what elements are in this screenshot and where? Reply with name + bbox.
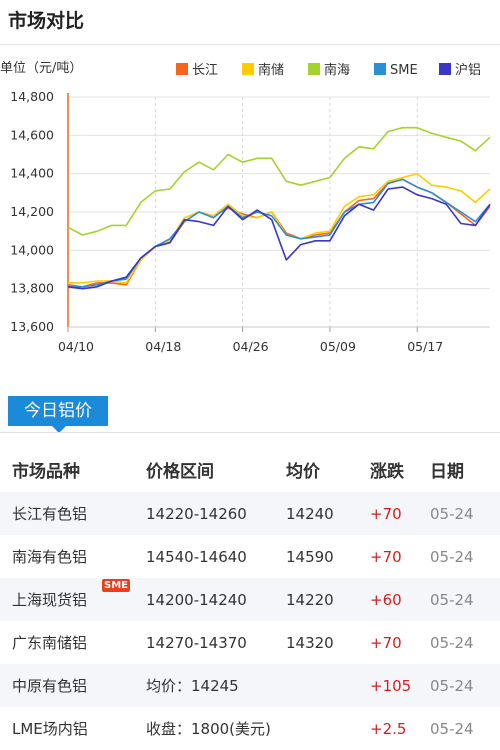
price-date: 05-24 xyxy=(430,719,474,738)
legend-swatch xyxy=(176,63,188,75)
series-line xyxy=(67,186,491,290)
table-row[interactable]: 上海现货铝 SME 14200-14240 14220 +60 05-24 xyxy=(0,578,500,621)
price-table: 市场品种 价格区间 均价 涨跌 日期 长江有色铝 14220-14260 142… xyxy=(0,446,500,750)
y-tick-label: 14,000 xyxy=(10,242,54,257)
y-tick-label: 14,600 xyxy=(10,127,54,142)
col-date: 日期 xyxy=(430,461,464,482)
page-title: 市场对比 xyxy=(8,10,85,32)
today-price-tabbar: 今日铝价 xyxy=(0,384,500,442)
y-tick-label: 13,800 xyxy=(10,281,54,296)
price-change: +70 xyxy=(370,547,402,566)
price-range: 14540-14640 xyxy=(146,547,247,566)
legend-swatch xyxy=(308,63,320,75)
series-line xyxy=(67,126,491,236)
series-line xyxy=(68,172,491,284)
market-name-wrap: 上海现货铝 SME xyxy=(12,579,130,610)
price-date: 05-24 xyxy=(430,547,474,566)
price-change: +105 xyxy=(370,664,430,707)
legend-label: SME xyxy=(390,63,418,78)
table-row[interactable]: 南海有色铝 14540-14640 14590 +70 05-24 xyxy=(0,535,500,578)
col-range: 价格区间 xyxy=(146,461,214,482)
price-range: 14200-14240 xyxy=(146,578,286,621)
price-date: 05-24 xyxy=(430,633,474,652)
tab-divider xyxy=(0,432,500,433)
legend-label: 长江 xyxy=(192,63,218,78)
col-change: 涨跌 xyxy=(370,461,404,482)
y-axis-label: 单位（元/吨） xyxy=(0,61,82,76)
legend-label: 南海 xyxy=(324,62,350,78)
avg-price: 14220 xyxy=(286,578,370,621)
table-row[interactable]: 长江有色铝 14220-14260 14240 +70 05-24 xyxy=(0,492,500,535)
x-tick-label: 05/17 xyxy=(407,339,443,354)
y-tick-label: 14,200 xyxy=(10,204,54,219)
y-tick-label: 14,400 xyxy=(10,166,54,181)
market-comparison-chart: 单位（元/吨） 长江 南储 南海 SME 沪铝 13,600 13,800 14,000 14,2… xyxy=(0,61,491,354)
x-tick-label: 05/09 xyxy=(320,339,356,354)
price-change: +70 xyxy=(370,492,430,535)
y-tick-label: 13,600 xyxy=(10,319,54,334)
legend-swatch xyxy=(374,63,386,75)
legend-swatch xyxy=(439,63,451,75)
avg-price: 14590 xyxy=(286,547,334,566)
avg-price: 14240 xyxy=(286,492,370,535)
market-name[interactable]: 长江有色铝 xyxy=(0,492,146,535)
market-name[interactable]: 南海有色铝 xyxy=(12,548,88,566)
col-avg: 均价 xyxy=(286,461,320,482)
market-name[interactable]: 中原有色铝 xyxy=(0,664,146,707)
x-tick-label: 04/18 xyxy=(145,339,181,354)
table-header-row: 市场品种 价格区间 均价 涨跌 日期 xyxy=(0,446,500,492)
legend-label: 南储 xyxy=(258,62,284,78)
page-header: 市场对比 xyxy=(0,0,500,45)
price-range: 14220-14260 xyxy=(146,492,286,535)
market-name[interactable]: 上海现货铝 xyxy=(12,591,88,609)
price-range: 收盘：1800(美元) xyxy=(146,720,271,738)
price-range: 均价：14245 xyxy=(146,664,370,707)
price-date: 05-24 xyxy=(430,578,500,621)
legend-swatch xyxy=(242,63,254,75)
table-row[interactable]: 广东南储铝 14270-14370 14320 +70 05-24 xyxy=(0,621,500,664)
sme-badge: SME xyxy=(102,579,130,592)
table-row[interactable]: LME场内铝 收盘：1800(美元) +2.5 05-24 xyxy=(0,707,500,750)
market-name[interactable]: LME场内铝 xyxy=(12,720,88,738)
x-tick-label: 04/10 xyxy=(58,339,94,354)
price-date: 05-24 xyxy=(430,664,500,707)
market-name[interactable]: 广东南储铝 xyxy=(12,634,88,652)
price-change: +2.5 xyxy=(370,719,407,738)
x-tick-label: 04/26 xyxy=(233,339,269,354)
legend-label: 沪铝 xyxy=(455,62,481,78)
tab-today-price[interactable]: 今日铝价 xyxy=(8,396,108,433)
col-market: 市场品种 xyxy=(12,461,80,482)
avg-price: 14320 xyxy=(286,633,334,652)
price-range: 14270-14370 xyxy=(146,633,247,652)
y-tick-label: 14,800 xyxy=(10,89,54,104)
market-name-cell[interactable]: 上海现货铝 SME xyxy=(0,578,146,621)
price-change: +60 xyxy=(370,578,430,621)
price-change: +70 xyxy=(370,633,402,652)
table-row[interactable]: 中原有色铝 均价：14245 +105 05-24 xyxy=(0,664,500,707)
price-date: 05-24 xyxy=(430,492,500,535)
